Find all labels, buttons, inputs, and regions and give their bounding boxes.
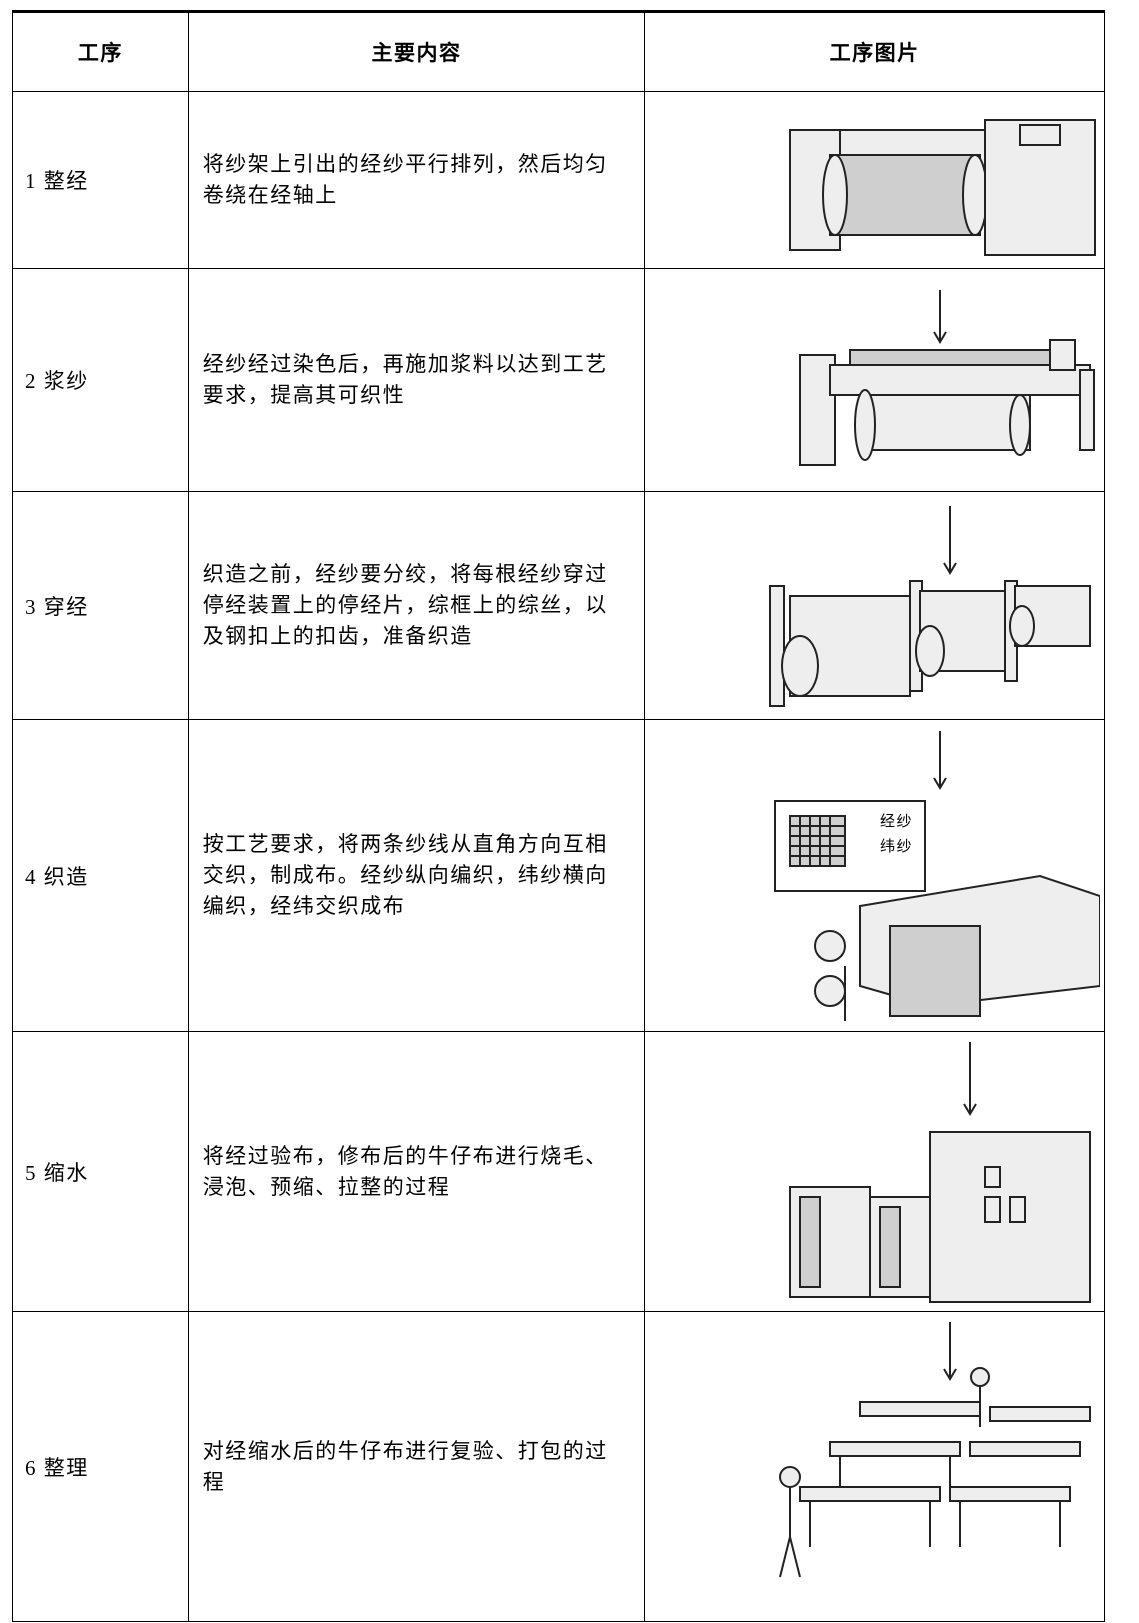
image-cell — [644, 91, 1105, 269]
shrinking-machine — [789, 1041, 1091, 1303]
header-row: 工序 主要内容 工序图片 — [12, 10, 1105, 92]
step: 4 织造 — [12, 719, 189, 1032]
row: 3 穿经 织造之前，经纱要分绞，将每根经纱穿过停经装置上的停经片，综框上的综丝，… — [12, 491, 1105, 720]
content: 按工艺要求，将两条纱线从直角方向互相交织，制成布。经纱纵向编织，纬纱横向编织，经… — [187, 719, 646, 1032]
content: 经纱经过染色后，再施加浆料以达到工艺要求，提高其可织性 — [187, 268, 646, 492]
row: 4 织造 按工艺要求，将两条纱线从直角方向互相交织，制成布。经纱纵向编织，纬纱横… — [12, 719, 1105, 1032]
header-cell: 主要内容 — [187, 10, 646, 92]
step: 5 缩水 — [12, 1031, 189, 1312]
row: 6 整理 对经缩水后的牛仔布进行复验、打包的过程 — [12, 1311, 1105, 1622]
step: 1 整经 — [12, 91, 189, 269]
header-cell: 工序 — [12, 10, 189, 92]
drawing-in-machine — [769, 505, 1091, 707]
content: 对经缩水后的牛仔布进行复验、打包的过程 — [187, 1311, 646, 1622]
row: 1 整经 将纱架上引出的经纱平行排列，然后均匀卷绕在经轴上 — [12, 91, 1105, 269]
step: 6 整理 — [12, 1311, 189, 1622]
image-label: 纬纱 — [880, 838, 913, 855]
warping-machine — [789, 119, 1096, 256]
content: 将纱架上引出的经纱平行排列，然后均匀卷绕在经轴上 — [187, 91, 646, 269]
row: 2 浆纱 经纱经过染色后，再施加浆料以达到工艺要求，提高其可织性 — [12, 268, 1105, 492]
weaving-machine: 经纱 纬纱 — [774, 730, 1100, 1021]
image-cell — [644, 1311, 1105, 1622]
image-label: 经纱 — [880, 813, 913, 830]
step: 2 浆纱 — [12, 268, 189, 492]
step: 3 穿经 — [12, 491, 189, 720]
content: 织造之前，经纱要分绞，将每根经纱穿过停经装置上的停经片，综框上的综丝，以及钢扣上… — [187, 491, 646, 720]
image-cell — [644, 1031, 1105, 1312]
image-cell: 经纱 纬纱 — [644, 719, 1105, 1032]
content: 将经过验布，修布后的牛仔布进行烧毛、浸泡、预缩、拉整的过程 — [187, 1031, 646, 1312]
sizing-machine — [799, 290, 1095, 466]
image-cell — [644, 491, 1105, 720]
row: 5 缩水 将经过验布，修布后的牛仔布进行烧毛、浸泡、预缩、拉整的过程 — [12, 1031, 1105, 1312]
finishing-tables — [779, 1321, 1091, 1577]
process-table: 工序 主要内容 工序图片 1 整经 将纱架上引出的经纱平行排列，然后均匀卷绕在经… — [12, 10, 1105, 1622]
image-cell — [644, 268, 1105, 492]
header-cell: 工序图片 — [644, 10, 1105, 92]
